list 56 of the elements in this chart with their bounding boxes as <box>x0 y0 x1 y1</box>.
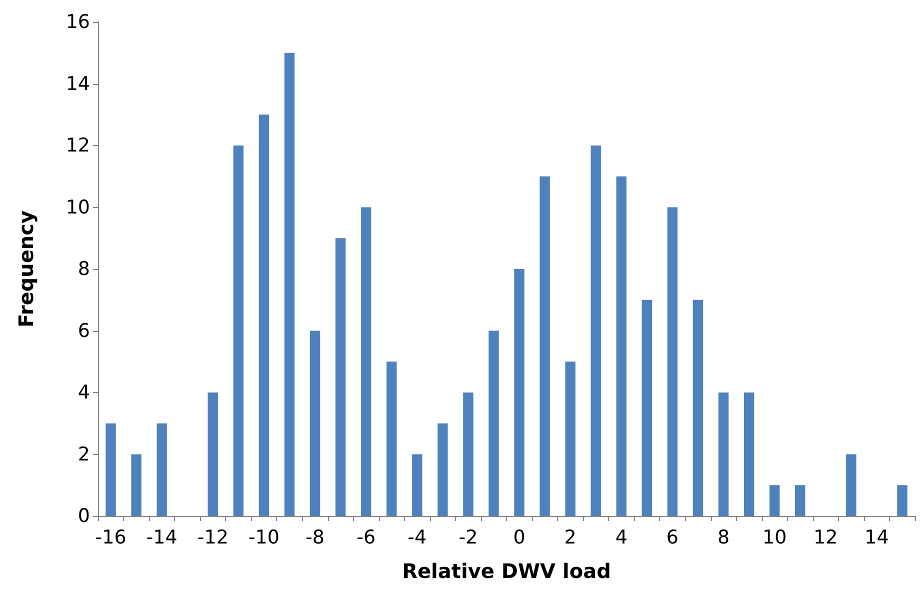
y-tick-label: 2 <box>78 443 90 466</box>
x-tick-label: 10 <box>762 526 787 548</box>
bar <box>514 269 524 516</box>
bar <box>412 454 422 516</box>
bar <box>386 362 397 516</box>
bar <box>233 146 244 516</box>
bar <box>769 485 780 516</box>
bar <box>692 300 704 516</box>
y-tick-label: 10 <box>66 196 90 218</box>
y-tick-label: 8 <box>78 258 90 280</box>
bar <box>208 392 218 516</box>
bar <box>590 146 601 516</box>
bar <box>310 330 320 516</box>
x-tick-label: 14 <box>864 526 889 548</box>
x-tick-label: -14 <box>146 526 178 548</box>
x-tick-label: 12 <box>814 526 838 548</box>
y-axis-title: Frequency <box>14 210 38 328</box>
bar <box>131 454 142 516</box>
bar <box>488 330 499 516</box>
bar <box>642 300 652 516</box>
y-tick-label: 16 <box>66 11 90 33</box>
y-tick-label: 0 <box>78 505 90 527</box>
x-tick-label: -10 <box>248 526 280 548</box>
bar <box>335 238 346 516</box>
x-tick-label: 4 <box>615 526 628 548</box>
x-tick-label: 2 <box>564 526 576 548</box>
bar <box>897 485 908 516</box>
bar <box>258 114 270 516</box>
y-tick-label: 4 <box>78 382 90 404</box>
bar <box>718 392 729 516</box>
bar <box>744 392 754 516</box>
x-tick-label: 0 <box>513 526 526 548</box>
x-tick-label: -8 <box>306 526 324 548</box>
x-tick-label: 6 <box>666 526 678 548</box>
y-tick-label: 14 <box>66 72 90 95</box>
y-tick-label: 6 <box>78 320 90 342</box>
bar <box>106 423 116 516</box>
bar <box>156 423 167 516</box>
bar <box>846 454 856 516</box>
bar <box>616 176 626 516</box>
bar <box>795 485 806 516</box>
bar <box>360 207 372 516</box>
x-tick-label: -16 <box>95 526 126 548</box>
x-axis-title: Relative DWV load <box>402 559 611 583</box>
y-tick-label: 12 <box>66 134 90 156</box>
x-tick-label: 8 <box>717 526 730 548</box>
bar <box>540 176 550 516</box>
bar <box>463 392 474 516</box>
bar <box>565 362 576 516</box>
bar <box>438 423 448 516</box>
x-tick-label: -12 <box>197 526 228 548</box>
bar <box>667 207 678 516</box>
x-tick-label: -4 <box>408 526 427 548</box>
x-tick-label: -6 <box>356 526 376 548</box>
x-tick-label: -2 <box>458 526 478 548</box>
bar <box>284 52 295 516</box>
